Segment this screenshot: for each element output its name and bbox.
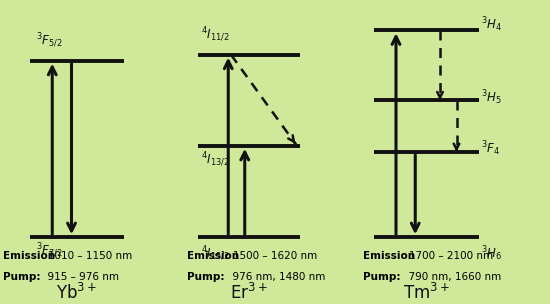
Text: $^4I_{11/2}$: $^4I_{11/2}$ [201, 26, 229, 44]
Text: Tm$^{3+}$: Tm$^{3+}$ [403, 283, 449, 303]
Text: $^3F_{5/2}$: $^3F_{5/2}$ [36, 32, 62, 50]
Text: Emission: Emission [3, 251, 55, 261]
Text: Pump:: Pump: [3, 272, 40, 282]
Text: Emission: Emission [187, 251, 239, 261]
Text: : 1010 – 1150 nm: : 1010 – 1150 nm [41, 251, 133, 261]
Text: : 1500 – 1620 nm: : 1500 – 1620 nm [226, 251, 317, 261]
Text: : 1700 – 2100 nm: : 1700 – 2100 nm [402, 251, 493, 261]
Text: 915 – 976 nm: 915 – 976 nm [41, 272, 119, 282]
Text: Pump:: Pump: [363, 272, 400, 282]
Text: Pump:: Pump: [187, 272, 224, 282]
Text: Emission: Emission [363, 251, 415, 261]
Text: 790 nm, 1660 nm: 790 nm, 1660 nm [402, 272, 500, 282]
Text: Yb$^{3+}$: Yb$^{3+}$ [57, 283, 97, 303]
Text: $^3F_{7/2}$: $^3F_{7/2}$ [36, 242, 62, 260]
Text: $^3F_4$: $^3F_4$ [481, 140, 500, 158]
Text: $^4I_{15/2}$: $^4I_{15/2}$ [201, 245, 229, 263]
Text: Er$^{3+}$: Er$^{3+}$ [230, 283, 267, 303]
Text: $^3H_5$: $^3H_5$ [481, 88, 502, 107]
Text: 976 nm, 1480 nm: 976 nm, 1480 nm [226, 272, 325, 282]
Text: $^4I_{13/2}$: $^4I_{13/2}$ [201, 150, 229, 169]
Text: $^3H_4$: $^3H_4$ [481, 15, 503, 34]
Text: $^3H_6$: $^3H_6$ [481, 244, 503, 263]
